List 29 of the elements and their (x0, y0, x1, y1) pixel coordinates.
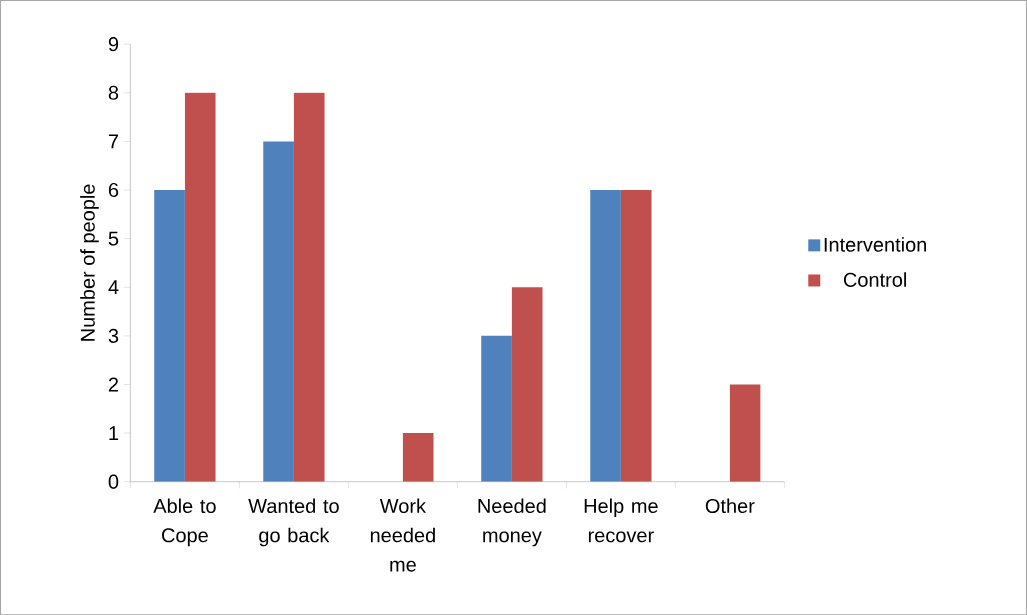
x-tick-label: Help me recover (584, 498, 658, 543)
y-tick-label: 4 (108, 280, 119, 294)
x-tick-label: Other (705, 498, 755, 513)
y-tick-label: 8 (108, 85, 119, 100)
bar (293, 92, 325, 482)
y-tick-label: 0 (108, 474, 119, 489)
bar (154, 189, 185, 482)
bar (729, 384, 761, 482)
bar (402, 432, 434, 482)
y-axis-title: Number of people (80, 184, 99, 341)
y-tick-label: 6 (108, 182, 119, 197)
bar (620, 189, 652, 482)
x-tick-label: Wanted to go back (248, 498, 339, 547)
legend-label: Intervention (824, 236, 927, 252)
y-tick-label: 9 (108, 36, 119, 52)
x-tick-label: Able to Cope (153, 498, 216, 547)
bar (590, 189, 621, 482)
bar (481, 335, 512, 482)
y-tick-label: 3 (108, 328, 119, 343)
x-tick-label: Work needed me (370, 498, 435, 572)
bar (511, 287, 543, 482)
y-tick-label: 7 (108, 134, 119, 149)
bar (184, 92, 216, 482)
bar (263, 141, 294, 482)
legend-label: Control (843, 272, 906, 287)
x-tick-label: Needed money (478, 498, 546, 547)
y-tick-label: 1 (109, 426, 119, 440)
y-tick-label: 5 (108, 231, 119, 246)
y-tick-label: 2 (108, 377, 119, 392)
